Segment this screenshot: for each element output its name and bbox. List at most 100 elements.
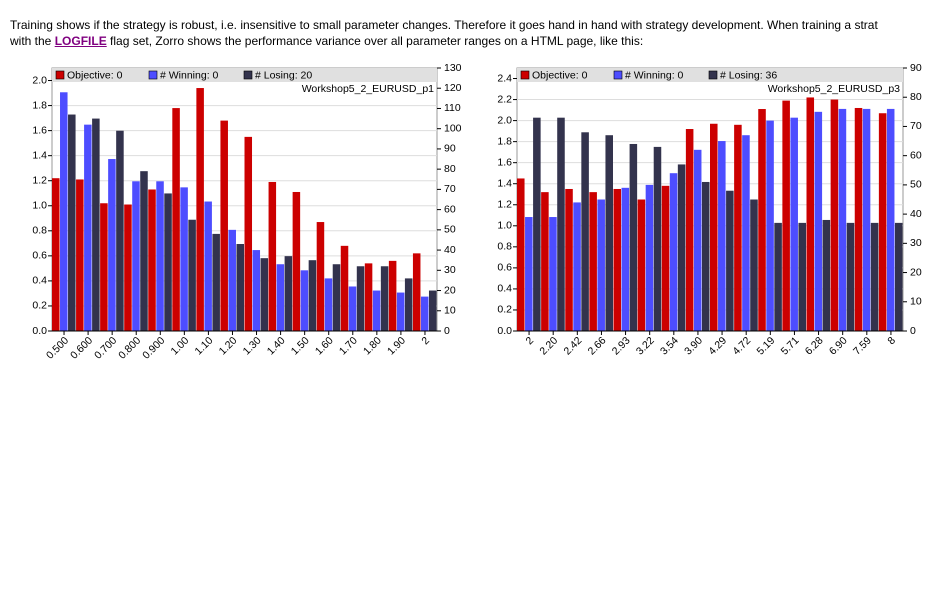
bar bbox=[774, 222, 782, 331]
y2-tick-label: 20 bbox=[910, 266, 922, 278]
x-tick-label: 0.900 bbox=[140, 334, 167, 361]
y-tick-label: 2.2 bbox=[497, 93, 512, 105]
bar bbox=[701, 181, 710, 331]
bar bbox=[124, 204, 132, 331]
bar bbox=[364, 263, 373, 331]
legend-swatch bbox=[243, 70, 253, 80]
bar bbox=[838, 108, 847, 332]
x-tick-label: 1.70 bbox=[337, 334, 360, 357]
bar bbox=[356, 266, 365, 331]
y2-tick-label: 80 bbox=[444, 163, 456, 175]
legend-swatch bbox=[148, 70, 158, 80]
bar bbox=[830, 99, 839, 331]
y2-tick-label: 40 bbox=[444, 244, 456, 256]
x-tick-label: 2.93 bbox=[610, 334, 633, 357]
y-tick-label: 2.4 bbox=[497, 72, 512, 84]
bar bbox=[822, 219, 831, 331]
bar bbox=[541, 192, 549, 331]
y-tick-label: 0.6 bbox=[32, 250, 47, 262]
y2-tick-label: 120 bbox=[444, 82, 462, 94]
bar bbox=[164, 193, 172, 331]
text: flag set, Zorro shows the performance va… bbox=[110, 34, 644, 48]
bar bbox=[140, 171, 148, 331]
bar bbox=[573, 202, 581, 331]
bar bbox=[388, 260, 397, 331]
legend-label: Objective: 0 bbox=[67, 69, 123, 81]
x-tick-label: 2 bbox=[419, 334, 432, 347]
y2-tick-label: 0 bbox=[910, 325, 916, 337]
bar bbox=[244, 136, 253, 331]
bar bbox=[252, 250, 261, 331]
line-1: Training shows if the strategy is robust… bbox=[10, 18, 878, 32]
bar bbox=[228, 229, 236, 331]
bar bbox=[629, 143, 638, 331]
bar bbox=[68, 114, 76, 332]
bar bbox=[814, 111, 823, 331]
y-tick-label: 1.4 bbox=[497, 178, 512, 190]
y2-tick-label: 100 bbox=[444, 122, 462, 134]
y2-tick-label: 110 bbox=[444, 102, 461, 114]
legend-label: # Losing: 20 bbox=[255, 69, 312, 81]
bar bbox=[742, 135, 750, 331]
bar bbox=[76, 179, 84, 331]
x-tick-label: 1.30 bbox=[241, 334, 264, 357]
x-tick-label: 6.90 bbox=[827, 334, 850, 357]
legend-label: # Winning: 0 bbox=[625, 69, 684, 81]
bar bbox=[412, 253, 421, 331]
bar bbox=[60, 92, 68, 332]
y2-tick-label: 10 bbox=[910, 296, 922, 308]
bar bbox=[533, 117, 541, 331]
bar bbox=[710, 123, 718, 331]
y2-tick-label: 130 bbox=[444, 62, 462, 74]
bar bbox=[790, 117, 798, 331]
y2-tick-label: 70 bbox=[444, 183, 456, 195]
bar bbox=[220, 120, 228, 331]
y-tick-label: 0.4 bbox=[497, 283, 512, 295]
x-tick-label: 1.80 bbox=[361, 334, 384, 357]
legend-label: # Losing: 36 bbox=[720, 69, 777, 81]
y2-tick-label: 40 bbox=[910, 208, 922, 220]
x-tick-label: 1.40 bbox=[265, 334, 288, 357]
y-tick-label: 1.2 bbox=[497, 199, 512, 211]
legend-label: # Winning: 0 bbox=[160, 69, 219, 81]
logfile-link[interactable]: LOGFILE bbox=[54, 34, 107, 48]
bar bbox=[380, 266, 389, 331]
bar bbox=[878, 113, 887, 332]
legend-swatch bbox=[520, 70, 530, 80]
bar bbox=[525, 217, 533, 331]
y-tick-label: 1.0 bbox=[32, 200, 47, 212]
bar bbox=[316, 222, 325, 331]
bar bbox=[605, 135, 613, 331]
legend-swatch bbox=[55, 70, 65, 80]
bar bbox=[108, 159, 116, 331]
y2-tick-label: 30 bbox=[444, 264, 456, 276]
bar bbox=[862, 108, 871, 332]
bar bbox=[180, 187, 188, 331]
legend-swatch bbox=[613, 70, 623, 80]
x-tick-label: 1.20 bbox=[217, 334, 240, 357]
legend-label: Objective: 0 bbox=[532, 69, 588, 81]
x-tick-label: 2.66 bbox=[586, 334, 609, 357]
bar bbox=[557, 117, 565, 331]
bar bbox=[396, 292, 405, 331]
x-tick-label: 1.50 bbox=[289, 334, 312, 357]
x-tick-label: 5.71 bbox=[779, 334, 802, 357]
bar bbox=[669, 173, 678, 331]
y2-tick-label: 80 bbox=[910, 91, 922, 103]
bar bbox=[428, 290, 437, 331]
bar bbox=[132, 181, 140, 331]
bar bbox=[420, 296, 429, 331]
bar bbox=[372, 290, 381, 331]
y-tick-label: 0.8 bbox=[32, 225, 47, 237]
bar bbox=[782, 100, 790, 331]
x-tick-label: 0.600 bbox=[68, 334, 95, 361]
bar bbox=[100, 203, 108, 331]
bar bbox=[260, 258, 269, 331]
bar bbox=[758, 109, 766, 331]
x-tick-label: 7.59 bbox=[851, 334, 874, 357]
chart-title: Workshop5_2_EURUSD_p1 bbox=[302, 83, 434, 95]
bar bbox=[92, 118, 100, 331]
y-tick-label: 0.0 bbox=[32, 325, 47, 337]
bar bbox=[581, 132, 589, 331]
bar bbox=[653, 146, 662, 331]
